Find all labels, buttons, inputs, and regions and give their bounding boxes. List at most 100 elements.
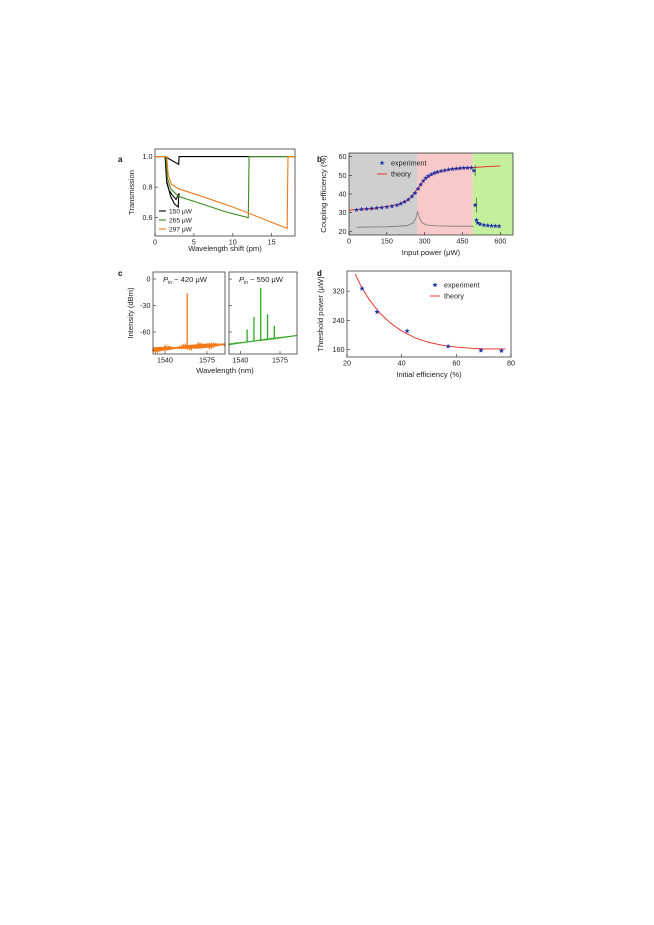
y-tick-label: 0.6 [143, 213, 153, 222]
data-point [496, 223, 502, 229]
legend-label: 265 μW [169, 217, 193, 224]
plot-frame [154, 148, 296, 237]
annotation: Pin ~ 420 μW [163, 275, 208, 286]
plot-frame [346, 270, 512, 358]
y-tick-label: 30 [339, 208, 347, 217]
panel-d: d 20 40 60 80 160 240 320 experiment theory Initia… [316, 269, 515, 379]
data-point [405, 196, 411, 202]
legend-swatch [432, 282, 438, 288]
y-axis-label: Threshold power (μW) [316, 276, 325, 352]
panel-letter: d [317, 269, 322, 278]
series-line [155, 156, 295, 219]
x-tick-label: 450 [457, 237, 469, 246]
series-line [152, 341, 226, 355]
legend-swatch [379, 160, 385, 166]
x-tick-label: 1575 [272, 356, 288, 365]
data-point [423, 175, 429, 181]
data-point [468, 165, 474, 170]
data-point [498, 347, 505, 354]
data-point [398, 201, 404, 206]
panel-letter: c [118, 269, 123, 278]
panel-letter: a [118, 155, 123, 164]
data-point [449, 166, 455, 172]
shaded-region [349, 153, 418, 235]
data-point [477, 221, 483, 227]
data-point [473, 217, 479, 223]
x-tick-label: 40 [398, 359, 406, 368]
legend-label: theory [444, 292, 464, 301]
data-point [409, 193, 415, 199]
series-line [155, 156, 295, 230]
y-tick-label: 0 [147, 275, 151, 284]
data-point [461, 165, 467, 171]
x-tick-label: 5 [192, 238, 196, 247]
data-point [457, 165, 463, 171]
legend-label: theory [391, 170, 411, 179]
data-point [404, 328, 410, 334]
series-line [354, 273, 506, 350]
data-point [438, 168, 444, 174]
x-tick-label: 60 [452, 359, 460, 368]
series-line [155, 155, 295, 209]
x-tick-label: 150 [381, 237, 393, 246]
data-point [471, 168, 477, 173]
legend-label: 297 μW [169, 226, 193, 233]
data-point [415, 186, 421, 191]
panel-b: b 0 150 300 450 600 20 30 40 50 60 experiment theory… [317, 152, 514, 257]
y-tick-label: 0.8 [143, 183, 153, 192]
series-line [228, 334, 298, 346]
data-point [425, 173, 431, 179]
panel-a: a 0 5 10 15 0.6 0.8 1.0 150 μW 265 μW 297 μW Wavele… [118, 148, 296, 253]
data-point [402, 199, 407, 204]
data-point [478, 347, 484, 353]
plot-frame [228, 271, 298, 355]
data-point [434, 169, 440, 175]
panel-letter: b [317, 155, 322, 164]
y-tick-label: 40 [339, 190, 347, 199]
data-point [354, 207, 360, 212]
x-tick-label: 300 [419, 237, 431, 246]
x-tick-label: 600 [494, 237, 506, 246]
data-point [418, 182, 424, 187]
data-point [489, 223, 495, 228]
y-axis-label: Coupling efficiency (%) [319, 155, 328, 233]
x-tick-label: 10 [229, 238, 237, 247]
data-point [384, 204, 390, 210]
data-point [420, 178, 426, 184]
y-tick-label: 1.0 [143, 152, 153, 161]
x-tick-label: 0 [153, 238, 157, 247]
data-point [428, 171, 434, 177]
x-tick-label: 0 [347, 237, 351, 246]
y-tick-label: 240 [333, 316, 345, 325]
data-point [431, 170, 437, 176]
y-tick-label: 320 [333, 287, 345, 296]
series-line [356, 210, 474, 228]
data-point [369, 205, 375, 211]
legend-label: experiment [391, 159, 427, 168]
y-tick-label: -30 [140, 301, 150, 310]
y-tick-label: 160 [333, 345, 345, 354]
x-tick-label: 20 [343, 359, 351, 368]
x-axis-label: Wavelength (nm) [196, 366, 254, 375]
data-point [446, 166, 452, 172]
panel-c: c 1540 1575 0 -30 -60 Pin ~ 420 μW 1540 1575 Pin … [118, 269, 298, 375]
data-point [445, 343, 451, 349]
x-tick-label: 80 [507, 359, 515, 368]
data-point [442, 167, 448, 173]
data-point [453, 166, 459, 171]
x-tick-label: 1575 [199, 356, 215, 365]
data-point [374, 205, 380, 211]
data-point [359, 285, 365, 291]
data-point [379, 205, 385, 210]
legend-label: 150 μW [169, 208, 193, 215]
x-tick-label: 1540 [157, 356, 173, 365]
data-point [394, 202, 400, 208]
plot-frame [152, 271, 226, 355]
y-axis-label: Intensity (dBm) [126, 287, 135, 339]
data-point [359, 206, 365, 212]
annotation: Pin ~ 550 μW [239, 275, 284, 286]
data-point [374, 309, 380, 315]
y-tick-label: 60 [339, 152, 347, 161]
data-point [364, 206, 370, 212]
